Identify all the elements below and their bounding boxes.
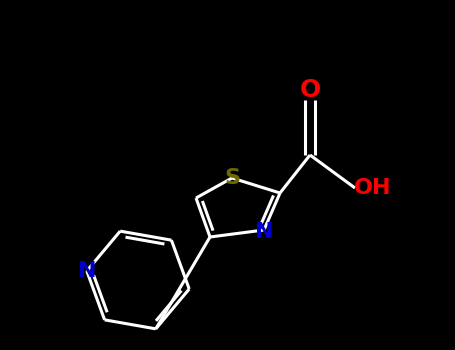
Text: S: S [224,168,240,188]
Text: N: N [77,261,96,281]
Text: O: O [299,78,321,102]
Text: OH: OH [354,178,392,198]
Text: N: N [255,222,273,242]
